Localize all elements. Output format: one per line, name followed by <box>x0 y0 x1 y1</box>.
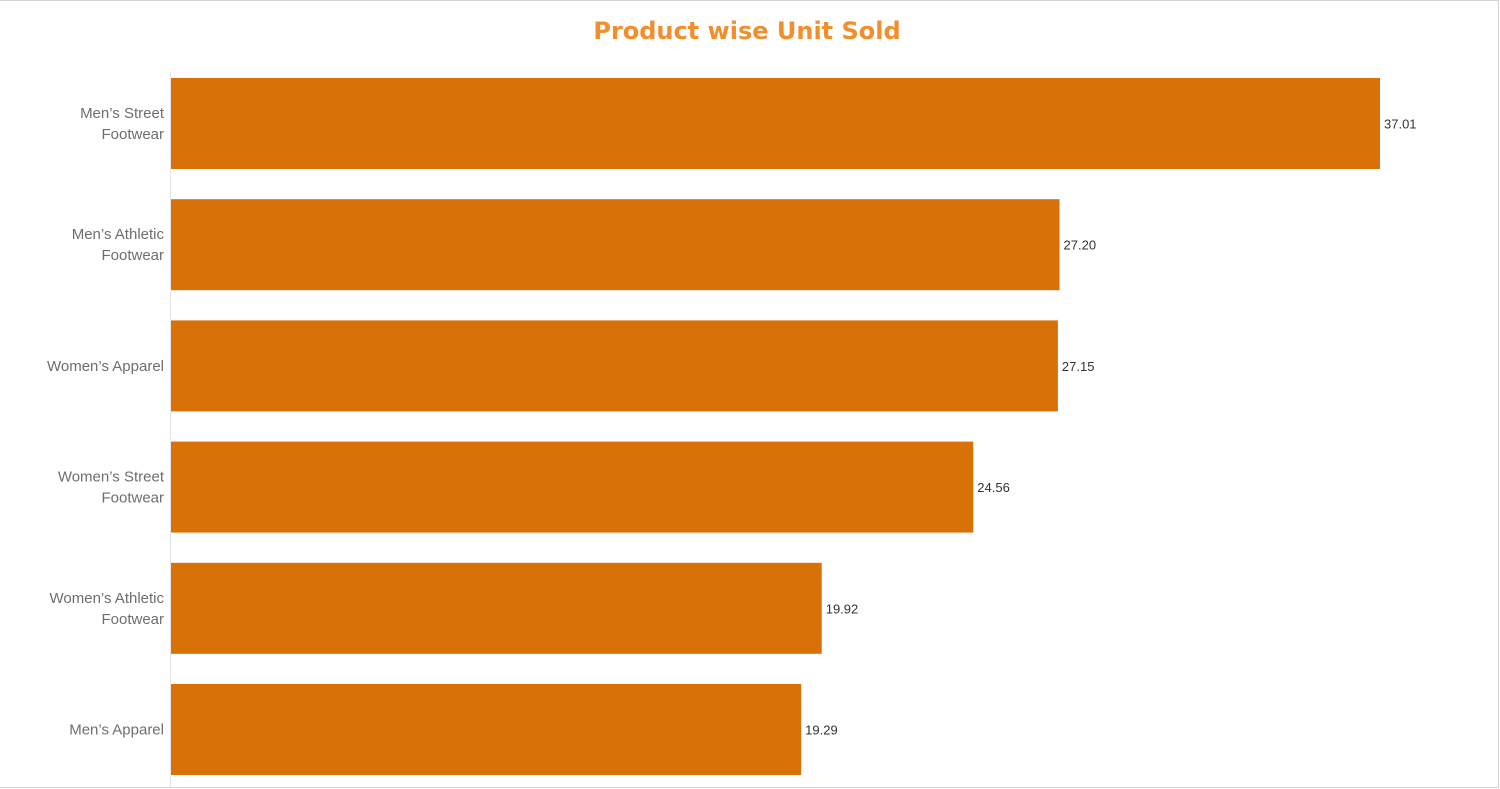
bars-group: 37.01 Men’s Street Footwear 27.20 Men’s Athl… <box>47 78 1417 775</box>
bar-1[interactable] <box>171 199 1060 291</box>
chart-title: Product wise Unit Sold <box>593 17 901 45</box>
bar-5[interactable] <box>171 684 802 775</box>
bar-4[interactable] <box>171 562 822 654</box>
value-label-1: 27.20 <box>1064 238 1097 253</box>
value-label-4: 19.92 <box>826 601 859 616</box>
category-label-2: Women’s Apparel <box>47 358 164 375</box>
bar-0[interactable] <box>171 78 1380 169</box>
value-label-5: 19.29 <box>805 723 838 738</box>
category-label-5: Men’s Apparel <box>69 722 164 739</box>
bar-3[interactable] <box>171 441 974 533</box>
category-label-4: Women’s Athletic Footwear <box>50 590 165 628</box>
value-label-3: 24.56 <box>977 480 1010 495</box>
category-label-0: Men’s Street Footwear <box>80 105 165 143</box>
bar-2[interactable] <box>171 320 1058 412</box>
category-label-1: Men’s Athletic Footwear <box>72 226 165 264</box>
category-label-3: Women’s Street Footwear <box>58 469 165 507</box>
value-label-0: 37.01 <box>1384 117 1417 132</box>
value-label-2: 27.15 <box>1062 359 1095 374</box>
